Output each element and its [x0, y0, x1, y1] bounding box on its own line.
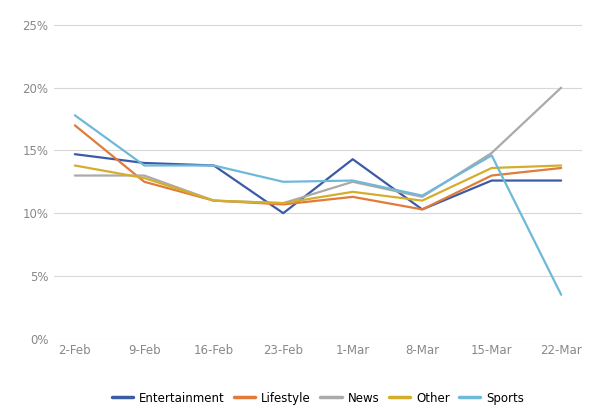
Entertainment: [280, 211, 287, 216]
Other: [557, 163, 565, 168]
News: [280, 201, 287, 206]
Sports: [141, 163, 148, 168]
Other: [419, 198, 426, 203]
News: [488, 150, 495, 155]
News: [141, 173, 148, 178]
Other: [349, 189, 356, 195]
Lifestyle: [557, 166, 565, 171]
Line: Sports: Sports: [75, 115, 561, 295]
News: [210, 198, 217, 203]
Sports: [488, 153, 495, 158]
Sports: [280, 179, 287, 184]
Legend: Entertainment, Lifestyle, News, Other, Sports: Entertainment, Lifestyle, News, Other, S…: [107, 387, 529, 409]
Entertainment: [141, 161, 148, 166]
Sports: [349, 178, 356, 183]
Lifestyle: [419, 207, 426, 212]
Lifestyle: [71, 123, 79, 128]
News: [71, 173, 79, 178]
Entertainment: [349, 157, 356, 162]
Sports: [557, 292, 565, 297]
News: [349, 179, 356, 184]
Entertainment: [71, 152, 79, 157]
Line: Entertainment: Entertainment: [75, 154, 561, 213]
Lifestyle: [488, 173, 495, 178]
Line: News: News: [75, 88, 561, 203]
Entertainment: [488, 178, 495, 183]
Lifestyle: [280, 202, 287, 207]
Lifestyle: [349, 195, 356, 199]
Entertainment: [419, 207, 426, 212]
News: [419, 195, 426, 199]
Line: Other: Other: [75, 166, 561, 203]
Other: [488, 166, 495, 171]
Other: [280, 201, 287, 206]
Sports: [71, 113, 79, 118]
Sports: [419, 193, 426, 198]
Line: Lifestyle: Lifestyle: [75, 125, 561, 209]
Lifestyle: [210, 198, 217, 203]
Lifestyle: [141, 179, 148, 184]
Entertainment: [210, 163, 217, 168]
Other: [141, 176, 148, 180]
Entertainment: [557, 178, 565, 183]
News: [557, 85, 565, 90]
Other: [210, 198, 217, 203]
Sports: [210, 163, 217, 168]
Other: [71, 163, 79, 168]
